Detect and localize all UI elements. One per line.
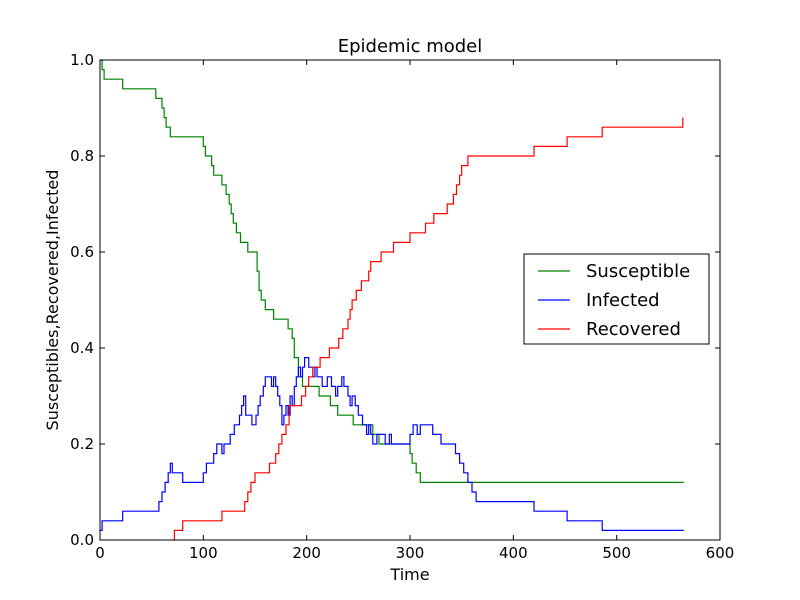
series-layer: [100, 59, 684, 541]
legend: Susceptible Infected Recovered: [523, 253, 710, 345]
x-axis-ticks: 0 100 200 300 400 500 600: [95, 60, 734, 562]
x-tick-label: 100: [189, 544, 218, 562]
x-tick-label: 400: [499, 544, 528, 562]
y-axis-ticks: 0.0 0.2 0.4 0.6 0.8 1.0: [70, 51, 720, 549]
legend-label-susceptible: Susceptible: [586, 261, 690, 282]
x-tick-label: 600: [706, 544, 735, 562]
series-line-recovered: [172, 117, 684, 541]
legend-label-infected: Infected: [586, 290, 660, 311]
x-tick-label: 300: [396, 544, 425, 562]
chart-title: Epidemic model: [338, 36, 483, 57]
legend-label-recovered: Recovered: [586, 319, 681, 340]
y-axis-label: Susceptibles,Recovered,Infected: [43, 170, 62, 431]
y-tick-label: 1.0: [70, 51, 94, 69]
y-tick-label: 0.4: [70, 339, 94, 357]
x-tick-label: 200: [292, 544, 321, 562]
x-tick-label: 500: [602, 544, 631, 562]
y-tick-label: 0.8: [70, 147, 94, 165]
x-tick-label: 0: [95, 544, 105, 562]
y-tick-label: 0.2: [70, 435, 94, 453]
y-tick-label: 0.0: [70, 531, 94, 549]
series-line-susceptible: [100, 59, 684, 483]
series-line-infected: [100, 357, 684, 531]
y-tick-label: 0.6: [70, 243, 94, 261]
x-axis-label: Time: [389, 565, 429, 584]
